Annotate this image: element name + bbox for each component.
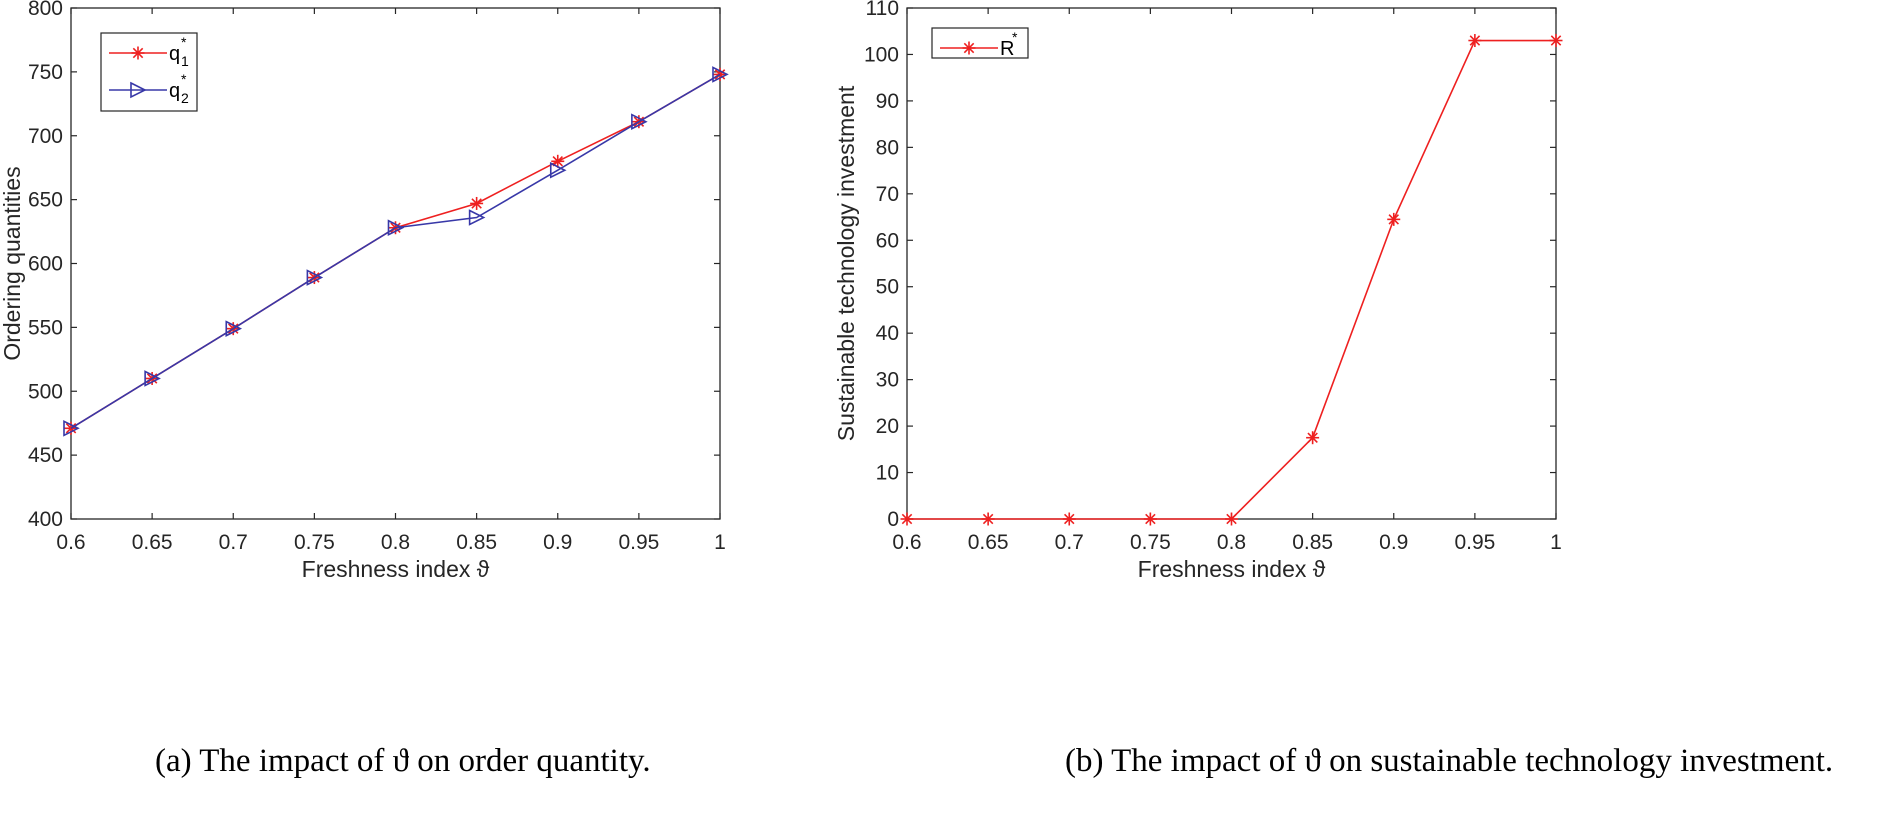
data-point-R* [1387, 212, 1401, 226]
y-axis-label: Ordering quantities [0, 166, 25, 360]
y-tick-label: 50 [876, 276, 899, 299]
y-tick-label: 750 [28, 61, 63, 84]
y-tick-label: 110 [866, 0, 899, 20]
x-tick-label: 0.8 [1217, 531, 1246, 554]
legend-superscript: * [181, 71, 187, 87]
x-axis-label: Freshness index ϑ [302, 556, 490, 582]
legend-entry: q 1 * [109, 34, 189, 69]
data-point-q2* [468, 209, 486, 226]
data-point-R* [1306, 431, 1320, 445]
y-tick-label: 0 [887, 508, 899, 531]
legend-marker [962, 41, 976, 55]
legend-superscript: * [1012, 29, 1018, 45]
legend-marker [130, 81, 147, 99]
x-tick-label: 0.6 [892, 531, 921, 554]
data-point-R* [1468, 34, 1482, 48]
y-tick-label: 600 [28, 253, 63, 276]
y-axis-label: Sustainable technology investment [833, 85, 859, 441]
legend-superscript: * [181, 34, 187, 50]
x-tick-label: 1 [1550, 531, 1562, 554]
y-tick-label: 100 [864, 43, 899, 66]
data-point-q2* [712, 66, 729, 83]
x-tick-label: 0.7 [1055, 531, 1084, 554]
x-tick-label: 0.9 [1379, 531, 1408, 554]
y-tick-label: 800 [28, 0, 63, 20]
x-tick-label: 0.9 [543, 531, 572, 554]
data-point-R* [1549, 34, 1563, 48]
data-point-q2* [387, 219, 405, 237]
data-point-q2* [549, 161, 567, 179]
data-point-q2* [63, 420, 80, 437]
data-point-q2* [144, 370, 161, 387]
data-point-R* [1143, 512, 1157, 526]
series-line-q2* [70, 73, 721, 429]
y-tick-label: 650 [28, 189, 63, 212]
x-tick-label: 0.8 [381, 531, 410, 554]
x-tick-label: 0.7 [219, 531, 248, 554]
legend-marker [131, 46, 145, 60]
legend-box [100, 32, 198, 112]
chart-order-quantity: 0.6 0.65 0.7 0.75 0.8 0.85 0.9 0.95 1 400 450 500 55… [0, 0, 729, 582]
y-tick-label: 400 [28, 508, 63, 531]
y-tick-label: 60 [876, 229, 899, 252]
data-point-R* [981, 512, 995, 526]
y-tick-label: 80 [876, 136, 899, 159]
legend-subscript: 1 [181, 53, 189, 69]
x-tick-label: 1 [714, 531, 726, 554]
x-tick-label: 0.85 [1292, 531, 1333, 554]
x-tick-label: 0.75 [1130, 531, 1171, 554]
legend-subscript: 2 [181, 90, 189, 106]
legend-entry: q 2 * [109, 71, 189, 106]
y-tick-label: 30 [876, 369, 899, 392]
x-tick-label: 0.95 [1454, 531, 1495, 554]
x-tick-label: 0.65 [132, 531, 173, 554]
legend-label: q [169, 80, 180, 102]
data-point-R* [1062, 512, 1076, 526]
data-point-q2* [225, 320, 243, 337]
y-tick-label: 700 [28, 125, 63, 148]
x-tick-label: 0.6 [56, 531, 85, 554]
x-axis-label: Freshness index ϑ [1138, 556, 1326, 582]
y-tick-label: 90 [876, 90, 899, 113]
x-tick-label: 0.75 [294, 531, 335, 554]
data-point-q2* [631, 113, 648, 130]
x-tick-label: 0.95 [618, 531, 659, 554]
caption-a: (a) The impact of ϑ on order quantity. [155, 743, 651, 779]
y-tick-label: 70 [876, 183, 899, 206]
caption-b: (b) The impact of ϑ on sustainable techn… [1065, 743, 1834, 779]
data-point-R* [1225, 512, 1238, 526]
y-tick-label: 550 [28, 316, 63, 339]
legend-box [931, 27, 1029, 59]
legend-entry: R* [940, 29, 1018, 60]
legend-label: R [1000, 38, 1014, 60]
data-point-R* [900, 512, 914, 526]
y-tick-label: 10 [876, 462, 899, 485]
legend-label: q [169, 43, 180, 65]
y-tick-label: 500 [28, 380, 63, 403]
data-point-q2* [306, 269, 324, 286]
x-tick-label: 0.85 [456, 531, 497, 554]
y-tick-label: 450 [28, 444, 63, 467]
y-tick-label: 20 [876, 415, 899, 438]
data-point-q1* [470, 196, 484, 210]
legend: R* [931, 27, 1029, 60]
legend: q 1*q 2* [100, 32, 198, 112]
y-tick-label: 40 [876, 322, 899, 345]
chart-sustainable-investment: 0.6 0.65 0.7 0.75 0.8 0.85 0.9 0.95 101020304050… [833, 0, 1563, 582]
x-tick-label: 0.65 [968, 531, 1009, 554]
plot-area [906, 7, 1557, 520]
